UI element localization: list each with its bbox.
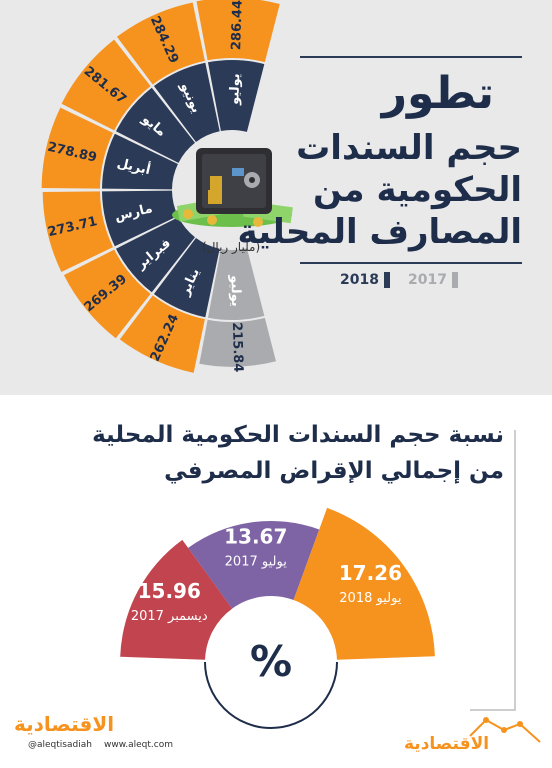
percent-circle-outline [204,661,338,729]
fan-segment: يوليو 215.84 [199,248,276,373]
title-line-4: المصارف المحلية [237,212,522,252]
fan-value-bar [61,39,151,131]
fan-label-band [116,217,195,293]
unit-label: (مليار ريال) [202,240,261,254]
percent-slice [293,507,435,660]
fan-value-label: 215.84 [229,322,246,373]
logo-bottom: الاقتصادية [404,734,490,754]
fan-label-band [153,62,220,143]
percent-slice-label: ديسمبر 2017 [131,609,208,624]
fan-label-band [207,59,265,132]
fan-month-label: يوليو [227,274,243,307]
legend-2017-swatch [452,272,458,288]
percent-slice [188,520,320,609]
fan-value-label: 286.44 [229,0,246,50]
legend-2017-label: 2017 [408,272,447,288]
fan-value-bar [199,317,276,367]
fan-value-bar [41,107,114,189]
fan-chart: يوليو 286.44 يونيو284.29مايو281.67أبريل278… [41,0,280,373]
twitter-handle[interactable]: @aleqtisadiah [28,740,92,750]
legend-2018-label: 2018 [340,272,379,288]
fan-value-bar [42,191,114,272]
fan-label-band [153,237,220,318]
fan-label-band [102,133,178,190]
percent-slice-label: يوليو 2017 [225,555,288,570]
fan-label-band [116,87,195,163]
fan-value-bar [116,2,205,85]
logo-top: الاقتصادية [14,712,115,736]
percent-value: 15.96 [138,579,201,603]
bottom-frame [470,430,516,711]
fan-value-bar [196,0,280,63]
fan-value-bar [63,249,151,339]
title-top-rule [300,56,522,58]
safe-illustration [172,148,293,227]
legend-2018-swatch [384,272,390,288]
title-line-3: الحكومية من [312,170,522,210]
percent-value: 17.26 [339,561,402,585]
percent-slice [120,539,233,660]
fan-segment: يوليو 286.44 [196,0,280,132]
pct-title-line-2: من إجمالي الإقراض المصرفي [164,458,504,484]
fan-value-bar [119,295,205,373]
percent-value: 13.67 [224,525,287,549]
fan-label-band [207,248,265,320]
percent-symbol: % [250,637,292,686]
fan-month-label: يوليو [227,73,243,106]
title-line-2: حجم السندات [296,128,522,168]
percent-slice-label: يوليو 2018 [339,591,402,606]
pct-title-line-1: نسبة حجم السندات الحكومية المحلية [92,422,504,448]
title-line-1: تطور [381,68,494,119]
website-link[interactable]: www.aleqt.com [104,740,173,750]
fan-label-band [102,190,178,247]
title-bottom-rule [300,262,522,264]
